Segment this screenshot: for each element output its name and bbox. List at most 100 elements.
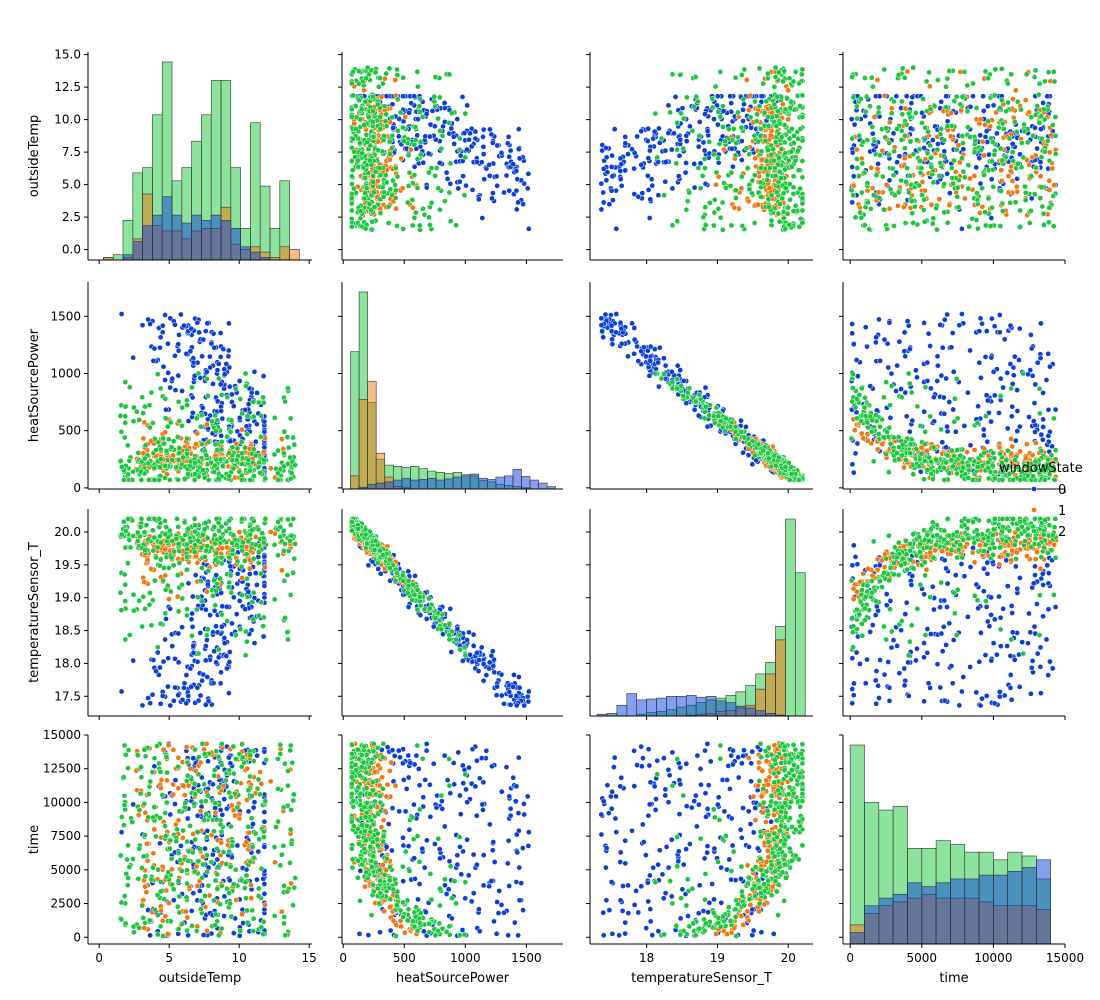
scatter-point-class-2 [795,135,801,142]
scatter-point-class-2 [907,138,914,145]
scatter-point-class-2 [908,389,915,396]
scatter-point-class-2 [212,428,219,434]
scatter-point-class-2 [870,192,877,198]
scatter-point-class-0 [988,418,994,425]
scatter-point-class-0 [188,325,195,332]
scatter-point-class-2 [971,149,978,156]
scatter-point-class-0 [196,329,202,336]
scatter-point-class-2 [985,459,992,466]
scatter-point-class-2 [797,126,804,132]
scatter-point-class-2 [287,475,294,482]
scatter-point-class-2 [744,165,751,171]
scatter-point-class-2 [946,470,953,476]
scatter-point-class-0 [629,320,635,327]
scatter-point-class-2 [746,151,753,158]
panel-outsideTemp-vs-heatSourcePower [338,52,563,264]
scatter-point-class-0 [921,320,927,326]
scatter-point-class-2 [958,155,965,161]
scatter-point-class-2 [226,450,232,456]
scatter-point-class-0 [677,367,684,373]
scatter-point-class-2 [877,152,883,159]
scatter-point-class-1 [895,202,901,209]
scatter-point-class-2 [788,164,795,170]
scatter-point-class-2 [169,457,176,463]
scatter-point-class-2 [130,468,136,475]
scatter-point-class-2 [361,122,367,128]
scatter-point-class-2 [234,445,241,452]
scatter-point-class-0 [1037,159,1044,166]
scatter-point-class-2 [929,220,936,227]
scatter-point-class-2 [792,68,799,75]
scatter-point-class-0 [486,162,492,168]
scatter-point-class-0 [655,359,661,366]
scatter-point-class-2 [762,138,769,144]
scatter-point-class-2 [370,134,377,140]
scatter-point-class-2 [1051,476,1058,483]
scatter-point-class-2 [669,71,676,78]
scatter-point-class-0 [481,176,488,183]
scatter-point-class-0 [893,93,900,100]
scatter-point-class-0 [996,410,1002,416]
scatter-point-class-2 [898,127,905,134]
scatter-point-class-2 [746,186,753,193]
scatter-point-class-2 [934,226,940,233]
scatter-point-class-0 [639,190,646,196]
hist-bar-heatSourcePower-class-0 [401,477,411,490]
scatter-point-class-1 [1051,182,1057,188]
scatter-point-class-1 [1037,173,1044,180]
hist-bar-heatSourcePower-class-0 [444,478,454,490]
scatter-point-class-0 [975,403,981,410]
scatter-point-class-0 [1045,350,1052,357]
scatter-point-class-2 [239,410,245,417]
scatter-point-class-0 [494,182,500,189]
y-tick-label: 7.5 [62,145,81,159]
scatter-point-class-2 [674,218,681,225]
scatter-point-class-2 [710,222,717,229]
scatter-point-class-2 [774,93,780,100]
scatter-point-class-2 [928,470,935,477]
scatter-point-class-2 [999,97,1005,104]
scatter-point-class-2 [792,157,799,164]
scatter-point-class-0 [691,406,698,413]
scatter-point-class-0 [429,108,436,114]
scatter-point-class-0 [988,354,995,361]
scatter-point-class-2 [747,114,754,121]
scatter-point-class-0 [965,389,971,396]
scatter-point-class-2 [192,471,198,477]
scatter-point-class-2 [1034,103,1041,109]
scatter-point-class-2 [799,207,806,214]
scatter-point-class-2 [1038,113,1045,120]
scatter-point-class-1 [858,155,865,162]
scatter-point-class-1 [375,178,381,184]
scatter-point-class-2 [927,142,933,149]
scatter-point-class-0 [383,93,390,100]
scatter-point-class-0 [931,418,938,425]
scatter-point-class-2 [122,419,129,426]
scatter-point-class-2 [921,476,927,483]
scatter-point-class-0 [924,378,931,384]
scatter-point-class-0 [480,126,487,133]
scatter-point-class-2 [401,138,407,145]
scatter-point-class-2 [883,125,889,132]
scatter-point-class-2 [969,215,976,222]
scatter-point-class-0 [423,184,430,191]
scatter-point-class-2 [778,134,785,140]
scatter-point-class-0 [489,139,496,146]
scatter-point-class-0 [745,452,752,458]
scatter-point-class-2 [860,139,866,145]
scatter-point-class-0 [172,387,179,393]
scatter-point-class-0 [199,404,206,411]
scatter-point-class-0 [677,136,684,143]
scatter-point-class-1 [1009,178,1016,184]
scatter-point-class-1 [977,116,984,123]
scatter-point-class-2 [901,132,908,139]
scatter-point-class-0 [516,155,523,162]
scatter-point-class-1 [747,92,754,99]
scatter-point-class-0 [890,130,897,137]
scatter-point-class-2 [692,398,699,405]
scatter-point-class-0 [625,151,631,157]
scatter-point-class-0 [609,341,616,348]
scatter-point-class-2 [991,455,998,462]
scatter-point-class-0 [613,311,620,317]
scatter-point-class-0 [516,146,522,153]
